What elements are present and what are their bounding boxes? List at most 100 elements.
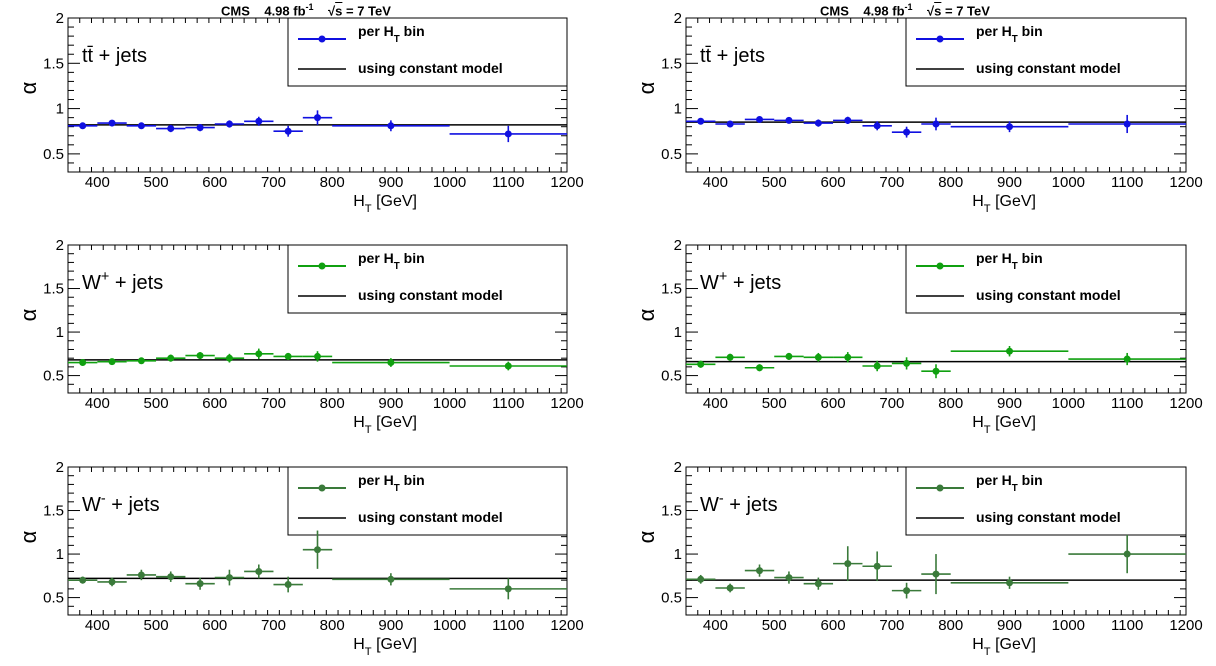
data-point [715,583,745,593]
lumi-exponent: -1 [904,2,913,12]
data-marker [284,352,292,360]
data-marker [137,357,145,365]
legend-series-marker [318,484,326,492]
y-tick-label: 1.5 [43,281,64,298]
x-tick-label: 500 [144,174,169,191]
data-point [244,348,274,360]
x-tick-label: 400 [85,395,110,412]
data-point [332,573,450,586]
data-marker [756,364,764,372]
legend-series-label: per HT bin [358,250,425,272]
data-marker [697,117,705,125]
data-marker [844,353,852,361]
chart-panel-2: 400 500 600 700 800 900 1000 1100 1200 0.5 1 1.5 2 HT… [634,10,1203,215]
data-marker [873,362,881,370]
data-point [185,577,215,590]
x-tick-label: 1200 [550,395,583,412]
data-point [862,121,892,131]
x-tick-label: 900 [378,174,403,191]
x-tick-label: 600 [202,395,227,412]
data-marker [504,130,512,138]
y-axis-title: α [16,81,41,94]
experiment-label: CMS [820,3,849,19]
legend-series-label: per HT bin [976,250,1043,272]
data-point [214,120,245,128]
data-point [244,564,274,579]
x-tick-label: 400 [703,174,728,191]
data-marker [108,119,116,127]
data-marker [79,576,87,584]
y-tick-label: 0.5 [43,368,64,385]
data-marker [756,115,764,123]
legend-series-label: per HT bin [976,472,1043,494]
x-tick-label: 900 [378,395,403,412]
data-marker [726,353,734,361]
x-tick-label: 1100 [492,174,524,191]
x-tick-label: 1100 [492,617,524,634]
data-marker [314,546,321,554]
data-marker [79,122,87,130]
y-tick-label: 1 [56,546,64,563]
x-tick-label: 500 [144,617,169,634]
data-marker [903,359,911,367]
x-tick-label: 1200 [1169,174,1202,191]
data-marker [903,587,911,595]
x-tick-label: 800 [938,395,963,412]
data-point [185,123,215,132]
energy-variable: s [934,3,942,19]
energy-value: = 7 TeV [342,3,391,19]
x-tick-label: 900 [997,174,1022,191]
data-marker [284,127,292,135]
x-tick-label: 1100 [1111,617,1143,634]
data-point [273,352,303,360]
chart-panel-3: 400 500 600 700 800 900 1000 1100 1200 0.5 1 1.5 2 HT… [16,237,584,436]
data-marker [255,350,263,358]
data-marker [873,122,881,130]
x-tick-label: 1100 [492,395,524,412]
data-point [891,357,922,370]
x-tick-label: 500 [762,174,787,191]
chart-panel-5: 400 500 600 700 800 900 1000 1100 1200 0.5 1 1.5 2 HT… [16,459,584,658]
data-point [891,126,922,138]
x-tick-label: 900 [378,617,403,634]
legend-series-marker [318,35,326,43]
data-point [803,352,834,362]
y-axis-title: α [634,308,659,321]
data-point [126,569,157,581]
x-tick-label: 600 [821,174,846,191]
y-tick-label: 1 [56,101,64,118]
data-point [1068,114,1186,134]
data-point [273,576,303,593]
data-point [891,582,922,599]
chart-panel-6: 400 500 600 700 800 900 1000 1100 1200 0.5 1 1.5 2 HT… [634,459,1203,658]
data-point [686,574,716,584]
x-tick-label: 1000 [433,174,466,191]
data-point [273,125,303,137]
data-point [214,569,245,586]
legend: per HT bin using constant model [287,244,568,314]
process-label: W- + jets [700,491,778,516]
y-tick-label: 2 [674,237,682,254]
data-marker [167,354,175,362]
x-tick-label: 900 [997,395,1022,412]
x-tick-label: 1000 [433,617,466,634]
x-tick-label: 600 [821,617,846,634]
data-point [302,530,333,569]
x-tick-label: 1000 [1052,395,1085,412]
data-marker [387,359,395,367]
x-tick-label: 600 [821,395,846,412]
legend-box [287,244,568,314]
legend-series-label: per HT bin [358,23,425,45]
data-point [774,571,804,584]
data-marker [932,570,940,578]
legend-box [287,466,568,536]
lumi-label: 4.98 fb [264,3,306,19]
x-tick-label: 700 [261,617,286,634]
legend-constant-label: using constant model [976,509,1121,525]
data-point [1068,534,1186,574]
data-marker [726,120,734,128]
legend: per HT bin using constant model [287,466,568,536]
data-marker [756,567,764,575]
data-marker [167,125,175,133]
y-tick-label: 2 [56,459,64,476]
